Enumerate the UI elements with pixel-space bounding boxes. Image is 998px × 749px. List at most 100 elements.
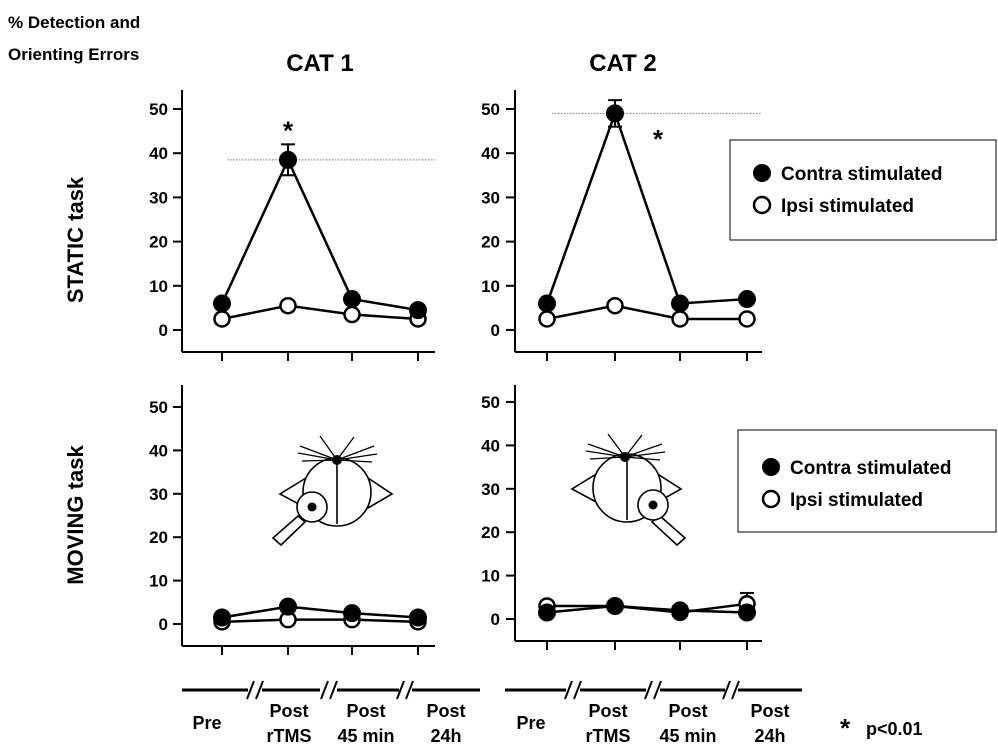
data-point-contra xyxy=(409,301,427,320)
series-line-contra xyxy=(220,156,419,312)
data-point-contra xyxy=(279,150,297,169)
legend-marker-contra xyxy=(762,458,780,476)
time-label: Post xyxy=(269,701,308,721)
series-line-contra xyxy=(546,604,748,614)
data-point-contra xyxy=(213,294,231,313)
y-tick-label: 50 xyxy=(149,100,168,119)
axis-break-mark xyxy=(246,680,255,700)
y-tick-label: 20 xyxy=(481,233,500,252)
data-point-contra xyxy=(538,603,556,622)
column-title-cat2: CAT 2 xyxy=(589,50,657,77)
axis-break-mark xyxy=(564,680,573,700)
y-tick-label: 10 xyxy=(481,277,500,296)
legend-label-ipsi: Ipsi stimulated xyxy=(790,490,923,511)
legend-moving: Contra stimulated Ipsi stimulated xyxy=(737,429,997,533)
axis-break-mark xyxy=(320,680,329,700)
legend-box-moving xyxy=(737,429,997,533)
y-tick-label: 0 xyxy=(159,615,168,634)
y-tick-label: 20 xyxy=(149,528,168,547)
row-title-moving: MOVING task xyxy=(63,445,88,585)
y-axis-label-line1: % Detection and xyxy=(8,13,140,32)
y-tick-label: 40 xyxy=(481,436,500,455)
row-title-static: STATIC task xyxy=(63,176,88,303)
axis-break-mark xyxy=(255,680,264,700)
column-title-cat1: CAT 1 xyxy=(286,50,354,77)
cat-head-schematic-left xyxy=(271,435,394,547)
legend-marker-ipsi xyxy=(752,195,772,215)
data-point-contra xyxy=(671,601,689,620)
y-tick-label: 50 xyxy=(481,393,500,412)
time-label: Post xyxy=(346,701,385,721)
time-label: rTMS xyxy=(267,726,312,746)
axis-break-mark xyxy=(731,680,740,700)
panel-moving-cat2: 0 10 20 30 40 50 xyxy=(481,385,762,650)
y-tick-label: 20 xyxy=(149,233,168,252)
axis-break-mark xyxy=(405,680,414,700)
y-tick-label: 30 xyxy=(481,188,500,207)
data-point-ipsi xyxy=(606,296,624,315)
legend-label-contra: Contra stimulated xyxy=(781,164,943,185)
legend-label-contra: Contra stimulated xyxy=(790,458,952,479)
series-line-contra xyxy=(221,605,419,619)
significance-star-note: * xyxy=(840,713,851,743)
time-label: 24h xyxy=(754,726,785,746)
data-point-ipsi xyxy=(738,310,756,328)
data-point-ipsi xyxy=(671,310,689,328)
time-label: 45 min xyxy=(337,726,394,746)
legend-box-static xyxy=(729,139,997,241)
time-label: Post xyxy=(668,701,707,721)
time-label: Pre xyxy=(516,713,545,733)
axis-break-mark xyxy=(329,680,338,700)
y-tick-label: 40 xyxy=(481,144,500,163)
legend-label-ipsi: Ipsi stimulated xyxy=(781,196,914,217)
data-point-contra xyxy=(738,290,756,309)
y-tick-label: 40 xyxy=(149,144,168,163)
axis-break-mark xyxy=(653,680,662,700)
series-line-contra xyxy=(545,109,748,305)
data-point-contra xyxy=(213,608,231,627)
y-tick-label: 10 xyxy=(481,567,500,586)
y-axis-label-line2: Orienting Errors xyxy=(8,45,139,64)
data-point-contra xyxy=(538,294,556,313)
series-line-ipsi xyxy=(546,304,747,321)
y-tick-label: 50 xyxy=(149,398,168,417)
y-tick-label: 30 xyxy=(149,485,168,504)
time-label: Post xyxy=(750,701,789,721)
time-axis-cat1: Pre Post rTMS Post 45 min Post 24h xyxy=(182,680,480,746)
series-line-ipsi xyxy=(221,304,419,321)
data-point-contra xyxy=(606,596,624,615)
legend-marker-ipsi xyxy=(761,489,781,509)
data-point-ipsi xyxy=(279,296,297,315)
significance-note: p<0.01 xyxy=(866,719,923,739)
series-line-ipsi xyxy=(221,618,419,624)
panel-static-cat2: 0 10 20 30 40 50 * xyxy=(481,90,762,361)
panel-static-cat1: 0 10 20 30 40 50 * xyxy=(149,90,435,361)
data-point-contra xyxy=(606,104,624,123)
y-tick-label: 0 xyxy=(491,610,500,629)
y-tick-label: 10 xyxy=(149,277,168,296)
data-point-contra xyxy=(343,604,361,623)
y-tick-label: 30 xyxy=(149,188,168,207)
axis-break-mark xyxy=(722,680,731,700)
data-point-contra xyxy=(671,294,689,313)
data-point-ipsi xyxy=(213,310,231,328)
data-point-contra xyxy=(738,603,756,622)
y-tick-label: 30 xyxy=(481,480,500,499)
axis-break-mark xyxy=(573,680,582,700)
significance-star: * xyxy=(283,115,294,145)
data-point-contra xyxy=(343,290,361,309)
time-label: rTMS xyxy=(586,726,631,746)
y-tick-label: 40 xyxy=(149,441,168,460)
data-point-ipsi xyxy=(538,310,556,328)
time-label: Pre xyxy=(192,713,221,733)
panel-moving-cat1: 0 10 20 30 40 50 xyxy=(149,385,435,655)
time-label: Post xyxy=(588,701,627,721)
y-tick-label: 20 xyxy=(481,523,500,542)
time-axis-cat2: Pre Post rTMS Post 45 min Post 24h xyxy=(505,680,802,746)
data-point-ipsi xyxy=(343,305,361,324)
data-point-contra xyxy=(409,608,427,627)
cat-head-schematic-right xyxy=(570,433,687,547)
legend-static: Contra stimulated Ipsi stimulated xyxy=(729,139,997,241)
y-tick-label: 50 xyxy=(481,100,500,119)
